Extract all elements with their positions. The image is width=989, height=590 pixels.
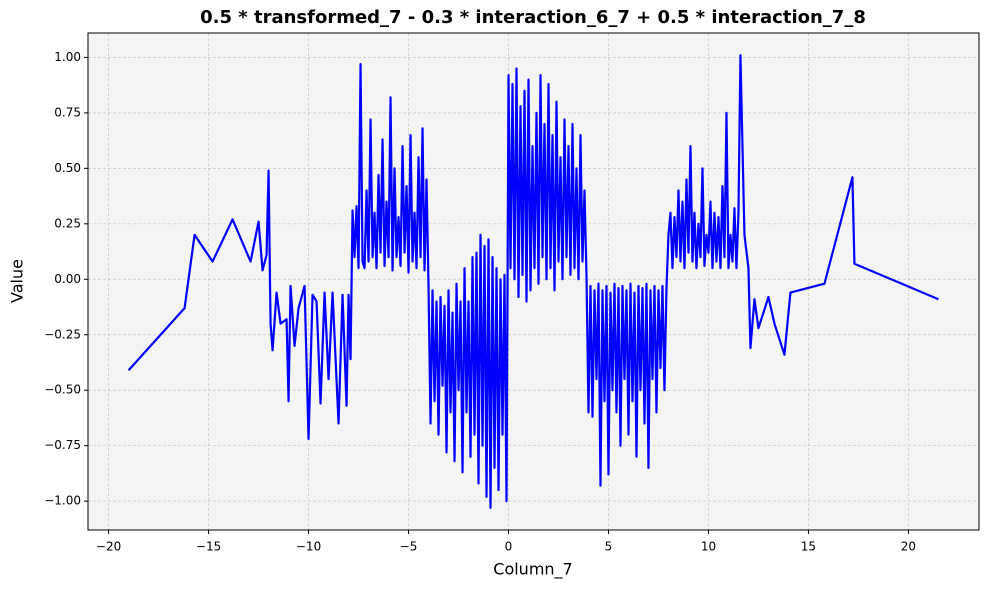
y-tick-label: 0.50	[54, 161, 81, 175]
y-tick-label: 0.00	[54, 272, 81, 286]
x-tick-label: −10	[296, 540, 321, 554]
y-axis-label: Value	[8, 259, 27, 303]
y-tick-label: −0.75	[44, 438, 81, 452]
x-tick-label: 15	[801, 540, 816, 554]
grid	[88, 33, 979, 530]
y-tick-label: 0.75	[54, 105, 81, 119]
plot-frame	[87, 32, 980, 531]
x-tick-label: 20	[901, 540, 916, 554]
plot-area	[88, 33, 979, 530]
y-tick-label: −0.25	[44, 327, 81, 341]
chart-title: 0.5 * transformed_7 - 0.3 * interaction_…	[200, 7, 866, 28]
data-line	[127, 54, 939, 509]
x-tick-label: 0	[505, 540, 513, 554]
y-tick-label: −0.50	[44, 383, 81, 397]
y-tick-label: −1.00	[44, 494, 81, 508]
x-tick-label: −15	[196, 540, 221, 554]
y-tick-label: 1.00	[54, 50, 81, 64]
x-tick-label: 10	[701, 540, 716, 554]
marks	[127, 54, 939, 509]
y-tick-label: 0.25	[54, 216, 81, 230]
x-tick-label: 5	[605, 540, 613, 554]
x-tick-label: −5	[400, 540, 418, 554]
x-tick-label: −20	[96, 540, 121, 554]
x-axis-label: Column_7	[493, 560, 572, 580]
